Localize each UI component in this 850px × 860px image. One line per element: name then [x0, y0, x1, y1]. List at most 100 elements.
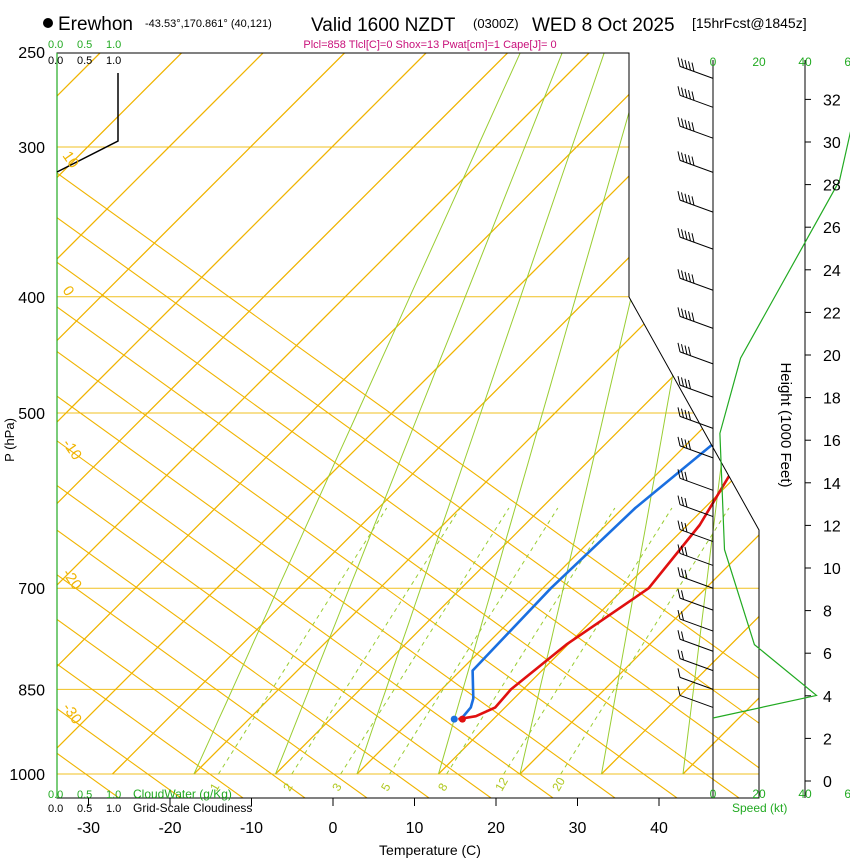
wind-barb-flag: [677, 609, 681, 620]
isotherm-line: [57, 53, 428, 775]
temp-tick-label: 10: [406, 820, 424, 837]
isotherm-line: [57, 53, 265, 775]
wind-barb-flag: [688, 440, 691, 450]
wind-barb-staff: [679, 694, 714, 708]
sounding-params: Plcl=858 Tlcl[C]=0 Shox=13 Pwat[cm]=1 Ca…: [303, 39, 556, 51]
isotherm-line: [57, 53, 183, 775]
wind-barb-flag: [684, 569, 688, 579]
wind-barb-flag: [681, 470, 684, 480]
wind-barb-staff: [679, 618, 714, 632]
dry-adiabat-line: [57, 149, 554, 798]
wind-barb: [677, 307, 714, 329]
cloudiness-label: Grid-Scale Cloudiness: [133, 801, 252, 815]
wind-barb: [677, 227, 714, 250]
y-axis-title: P (hPa): [2, 418, 17, 462]
isotherm-label: -10: [59, 436, 85, 464]
height-tick-label: 18: [823, 391, 841, 408]
wind-barb-flag: [681, 590, 684, 600]
mixing-ratio-label: 3: [329, 780, 345, 793]
cloud-scale-label: 0.0: [48, 39, 63, 51]
mixing-ratio-label: 20: [549, 775, 568, 794]
isotherm-label: 10: [59, 148, 82, 171]
dry-adiabat-line: [57, 149, 306, 798]
wind-barb-flag: [684, 230, 688, 240]
wind-barb-flag: [681, 438, 684, 448]
wind-barb-flag: [688, 61, 691, 71]
height-axis-title: Height (1000 Feet): [777, 362, 794, 487]
pressure-tick-label: 500: [18, 406, 45, 423]
wind-barb-flag: [677, 227, 681, 238]
wind-barb-flag: [677, 567, 681, 577]
temp-tick-label: 0: [329, 820, 338, 837]
dry-adiabat-line: [57, 149, 182, 798]
wind-barb-staff: [679, 351, 714, 365]
wind-barb-flag: [684, 498, 688, 508]
wind-barb-staff: [679, 529, 714, 543]
height-tick-label: 2: [823, 731, 832, 748]
height-tick-label: 6: [823, 646, 832, 663]
wind-barb: [677, 269, 714, 291]
valid-time: Valid 1600 NZDT: [311, 15, 456, 36]
wind-barb-staff: [679, 125, 714, 139]
wind-barb-flag: [688, 231, 691, 242]
moist-adiabat-line: [193, 53, 522, 775]
wind-barb-flag: [691, 91, 695, 101]
wind-barb-flag: [677, 686, 681, 696]
cloud-scale-label: 0.5: [77, 789, 92, 801]
wind-barb-flag: [688, 379, 691, 390]
mixing-ratio-line: [218, 507, 388, 775]
height-tick-label: 14: [823, 476, 841, 493]
wind-speed-axis-label: Speed (kt): [732, 801, 787, 815]
wind-barb-flag: [677, 649, 681, 659]
cloud-scale-label: 1.0: [106, 789, 121, 801]
wind-barb-flag: [681, 344, 684, 354]
wind-barb-flag: [681, 308, 684, 318]
forecast-info: [15hrFcst@1845z]: [692, 15, 807, 31]
wind-barb-flag: [684, 471, 688, 482]
dry-adiabat-line: [57, 149, 58, 798]
wind-barb-flag: [677, 668, 681, 678]
wind-speed-tick-label: 0: [710, 787, 717, 801]
height-tick-label: 20: [823, 348, 841, 365]
wind-barb-flag: [677, 57, 681, 67]
wind-barb: [677, 86, 714, 108]
temp-tick-label: 30: [569, 820, 587, 837]
wind-barb-flag: [677, 342, 681, 352]
station-name: Erewhon: [58, 14, 133, 35]
wind-speed-tick-label: 20: [752, 787, 766, 801]
wind-barb-flag: [691, 62, 695, 72]
utc-time: (0300Z): [473, 16, 519, 31]
wind-barb-staff: [679, 575, 714, 589]
wind-barb-flag: [691, 156, 695, 166]
wind-barb: [677, 57, 714, 79]
wind-barb-flag: [681, 270, 684, 280]
isotherm-line: [601, 53, 759, 775]
wind-barb-flag: [681, 408, 684, 418]
mixing-ratio-label: 12: [492, 775, 511, 794]
mixing-ratio-line: [446, 507, 616, 775]
wind-barb-flag: [684, 523, 688, 533]
isotherm-line: [519, 53, 759, 775]
pressure-tick-label: 1000: [9, 767, 45, 784]
pressure-tick-label: 850: [18, 682, 45, 699]
wind-barb-flag: [677, 495, 681, 505]
isotherm-line: [57, 53, 509, 775]
wind-barb-staff: [679, 552, 714, 566]
wind-barb-flag: [681, 229, 684, 239]
dry-adiabat-line: [57, 149, 616, 798]
plot-frame: [56, 52, 850, 806]
pressure-tick-label: 400: [18, 290, 45, 307]
wind-barb-flag: [688, 411, 691, 421]
wind-barb-staff: [679, 199, 714, 213]
pressure-tick-label: 300: [18, 140, 45, 157]
wind-barb-flag: [681, 58, 684, 68]
wind-barb-flag: [677, 469, 681, 479]
wind-barb-flag: [691, 196, 695, 206]
cloud-scale-label: 0.5: [77, 803, 92, 815]
wind-barb-flag: [684, 378, 688, 388]
wind-barb-flag: [677, 117, 681, 127]
wind-barb: [677, 407, 714, 429]
wind-barb-flag: [677, 436, 681, 446]
dry-adiabat-line: [57, 149, 740, 798]
